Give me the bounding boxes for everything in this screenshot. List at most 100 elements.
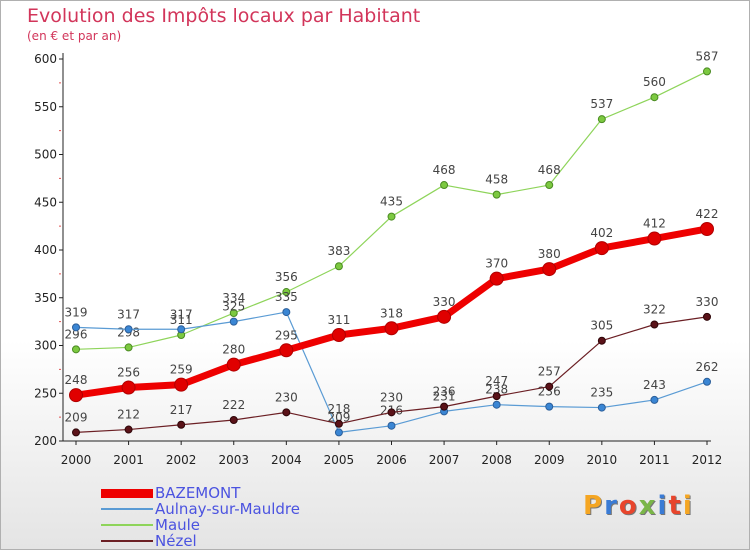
proxiti-logo: Proxiti [583, 491, 694, 521]
series-aulnay-sur-mauldre-point [545, 402, 554, 411]
x-tick-label: 2007 [429, 453, 460, 467]
y-tick-label: 250 [34, 386, 57, 400]
series-bazemont-point [279, 343, 294, 358]
series-aulnay-sur-mauldre-point [229, 317, 238, 326]
series-aulnay-sur-mauldre-value-label: 335 [275, 290, 298, 304]
series-maule-value-label: 458 [485, 173, 508, 187]
y-tick-label: 500 [34, 148, 57, 162]
series-bazemont-value-label: 318 [380, 306, 403, 320]
legend-swatch [101, 488, 153, 498]
series-aulnay-sur-mauldre-point [177, 325, 186, 334]
series-aulnay-sur-mauldre-point [597, 403, 606, 412]
series-maule-point [282, 288, 291, 297]
legend: BAZEMONT Aulnay-sur-Mauldre Maule Nézel [101, 484, 341, 550]
y-tick-label: 200 [34, 434, 57, 448]
series-aulnay-sur-mauldre-point [492, 400, 501, 409]
chart-title: Evolution des Impôts locaux par Habitant [27, 5, 421, 27]
y-tick-label: 550 [34, 100, 57, 114]
series-aulnay-sur-mauldre-value-label: 231 [433, 389, 456, 403]
series-nezel-point [597, 336, 606, 345]
series-nezel-value-label: 230 [275, 390, 298, 404]
series-maule-point [703, 67, 711, 76]
series-maule-point [334, 262, 343, 271]
series-nezel-point [545, 382, 554, 391]
x-tick-label: 2010 [587, 453, 618, 467]
series-maule-point [650, 93, 659, 102]
legend-swatch [101, 524, 153, 526]
series-nezel-value-label: 305 [590, 319, 613, 333]
series-nezel-value-label: 230 [380, 390, 403, 404]
series-maule-point [492, 190, 501, 199]
logo-letter: x [638, 491, 658, 521]
series-maule-point [440, 181, 449, 190]
series-bazemont-value-label: 380 [538, 247, 561, 261]
legend-label: Nézel [155, 532, 197, 550]
series-aulnay-sur-mauldre-value-label: 317 [117, 307, 140, 321]
x-tick-label: 2006 [376, 453, 407, 467]
legend-label: Aulnay-sur-Mauldre [155, 500, 300, 518]
series-nezel-point [650, 320, 659, 329]
series-aulnay-sur-mauldre-point [72, 323, 80, 332]
series-aulnay-sur-mauldre-point [124, 325, 133, 334]
series-maule-point [545, 181, 554, 190]
x-tick-label: 2000 [61, 453, 92, 467]
x-tick-label: 2004 [271, 453, 302, 467]
series-maule-value-label: 311 [170, 313, 193, 327]
legend-item: Nézel [101, 532, 341, 550]
x-tick-label: 2002 [166, 453, 197, 467]
series-bazemont-value-label: 295 [275, 328, 298, 342]
series-nezel-point [72, 428, 80, 437]
series-nezel-point [334, 419, 343, 428]
series-nezel-point [124, 425, 133, 434]
y-tick-label: 350 [34, 291, 57, 305]
series-nezel-point [282, 408, 291, 417]
series-aulnay-sur-mauldre-value-label: 243 [643, 378, 666, 392]
series-nezel-value-label: 322 [643, 302, 666, 316]
y-tick-label: 400 [34, 243, 57, 257]
series-aulnay-sur-mauldre-value-label: 209 [327, 410, 350, 424]
series-bazemont-point [174, 377, 189, 392]
chart-subtitle: (en € et par an) [27, 29, 122, 43]
series-nezel-value-label: 218 [327, 402, 350, 416]
y-tick-label: 600 [34, 52, 57, 66]
legend-swatch [101, 540, 153, 542]
series-maule-point [72, 345, 80, 354]
series-aulnay-sur-mauldre-point [703, 377, 711, 386]
logo-letter: i [682, 491, 694, 521]
x-tick-label: 2011 [639, 453, 670, 467]
series-maule-value-label: 560 [643, 75, 666, 89]
series-bazemont-point [69, 388, 83, 403]
series-bazemont-point [121, 380, 136, 395]
x-tick-label: 2005 [324, 453, 355, 467]
series-maule-point [124, 343, 133, 352]
x-tick-label: 2009 [534, 453, 565, 467]
logo-letter: P [583, 491, 605, 521]
series-aulnay-sur-mauldre-point [387, 421, 396, 430]
series-maule-value-label: 296 [65, 327, 88, 341]
legend-item: Maule [101, 516, 341, 534]
legend-item: BAZEMONT [101, 484, 341, 502]
series-bazemont-value-label: 311 [327, 313, 350, 327]
series-bazemont-point [700, 221, 714, 236]
series-bazemont-point [647, 231, 662, 246]
legend-item: Aulnay-sur-Mauldre [101, 500, 341, 518]
series-aulnay-sur-mauldre-point [334, 428, 343, 437]
series-nezel-value-label: 222 [222, 398, 245, 412]
series-aulnay-sur-mauldre-value-label: 317 [170, 307, 193, 321]
logo-letter: t [668, 491, 683, 521]
series-nezel-point [703, 312, 711, 321]
logo-letter: i [657, 491, 669, 521]
series-nezel-value-label: 247 [485, 374, 508, 388]
series-nezel-value-label: 209 [65, 410, 88, 424]
series-nezel-value-label: 257 [538, 365, 561, 379]
series-nezel-point [387, 408, 396, 417]
series-nezel-value-label: 236 [433, 385, 456, 399]
y-tick-label: 300 [34, 339, 57, 353]
series-nezel-point [492, 392, 501, 401]
series-maule-point [597, 115, 606, 124]
series-bazemont-point [331, 327, 346, 342]
series-nezel-point [440, 402, 449, 411]
logo-letter: o [618, 491, 639, 521]
legend-swatch [101, 508, 153, 510]
